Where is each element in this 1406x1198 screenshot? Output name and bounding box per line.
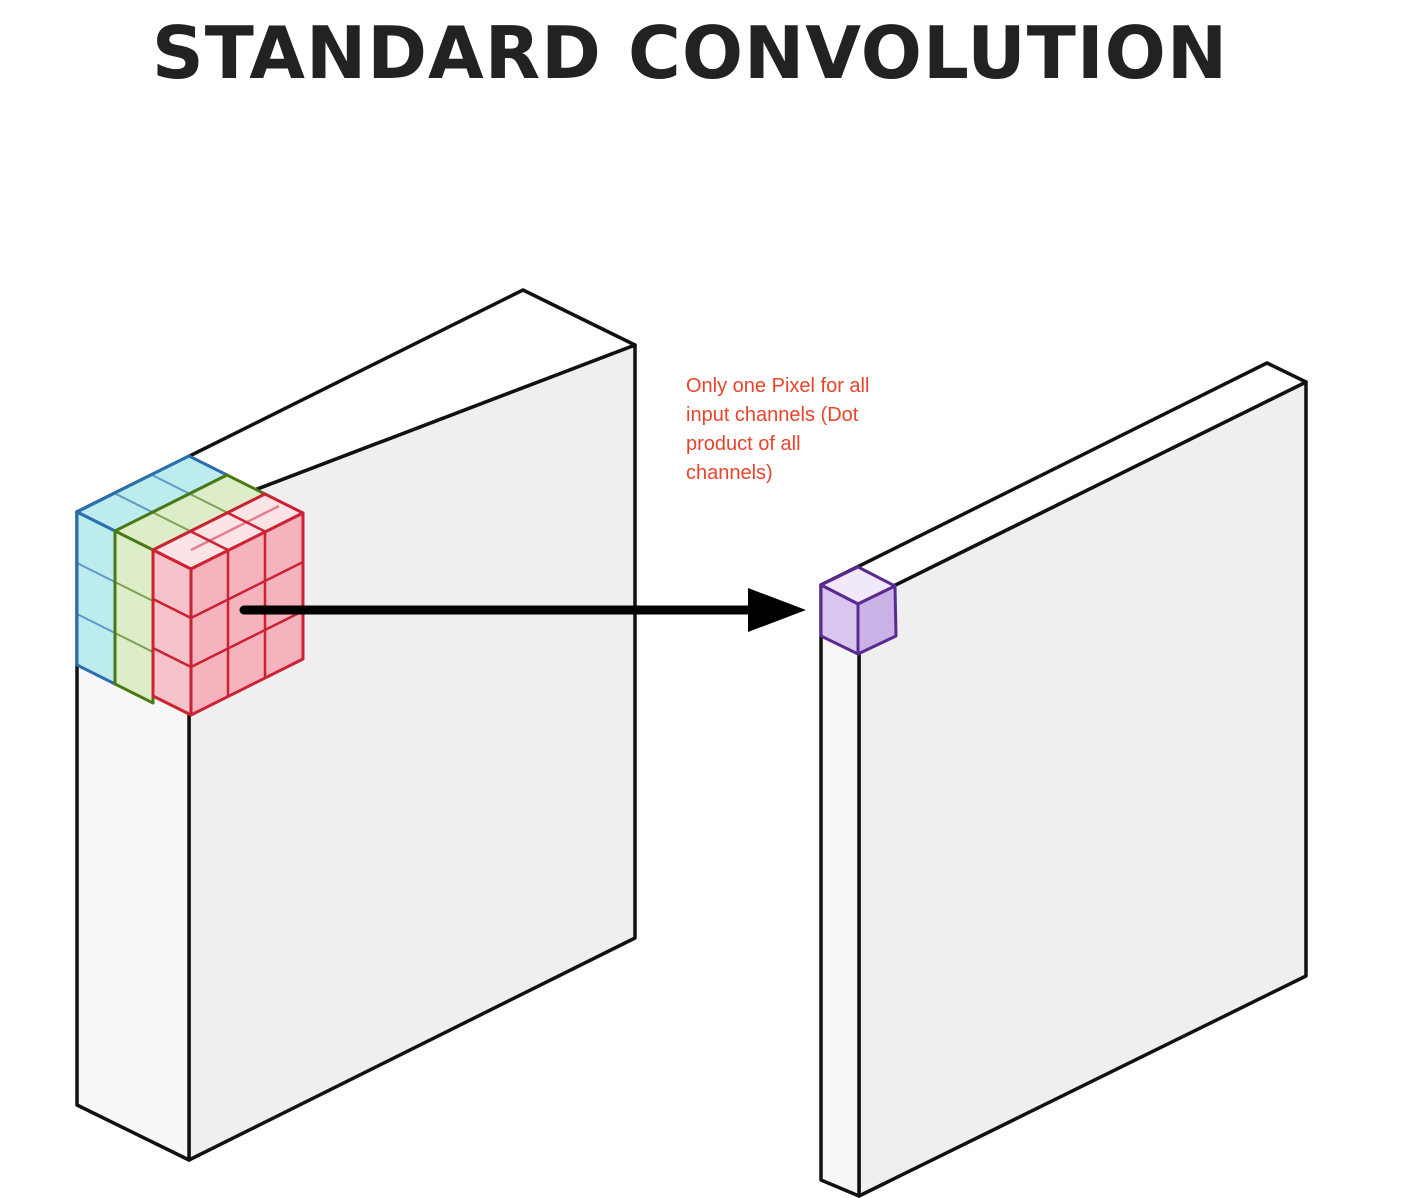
annotation-line: input channels (Dot [686,404,859,426]
output-feature-map [819,361,1308,1198]
annotation-line: channels) [686,462,773,484]
kernel-channel-blue [75,454,229,686]
output-front-face [857,380,1308,1198]
annotation-line: product of all [686,433,801,455]
kernel-3x3x3 [75,454,305,717]
output-side-face [819,583,861,1198]
arrow-kernel-to-pixel [239,588,806,632]
annotation-line: Only one Pixel for all [686,375,870,397]
diagram-title: STANDARD CONVOLUTION [151,11,1229,95]
output-pixel [819,565,898,656]
input-feature-map [75,288,637,1162]
annotation-text: Only one Pixel for all input channels (D… [686,372,926,488]
kernel-channel-green [113,473,267,705]
